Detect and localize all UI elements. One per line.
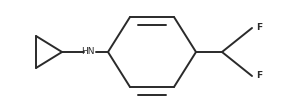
Text: HN: HN — [81, 47, 95, 56]
Text: F: F — [256, 24, 262, 33]
Text: F: F — [256, 72, 262, 80]
